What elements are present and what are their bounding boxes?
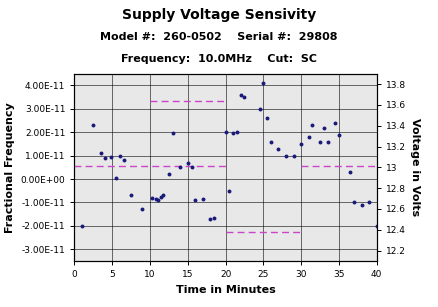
Point: [157, 194, 164, 199]
Point: [373, 223, 380, 228]
Point: [127, 193, 134, 198]
Point: [101, 156, 108, 161]
Point: [233, 130, 240, 135]
Point: [298, 142, 305, 146]
Point: [237, 92, 244, 97]
Point: [309, 123, 316, 128]
Point: [256, 106, 263, 111]
Point: [117, 153, 124, 158]
Point: [264, 116, 271, 121]
Point: [317, 139, 324, 144]
Point: [177, 165, 184, 170]
Point: [283, 153, 290, 158]
Text: Model #:  260-0502    Serial #:  29808: Model #: 260-0502 Serial #: 29808: [100, 32, 338, 42]
Point: [90, 123, 97, 128]
Point: [320, 125, 327, 130]
Point: [358, 202, 365, 207]
Y-axis label: Fractional Frequency: Fractional Frequency: [5, 102, 15, 233]
Point: [230, 131, 237, 136]
Point: [207, 216, 214, 221]
Point: [188, 165, 195, 170]
Point: [199, 196, 206, 201]
Point: [107, 154, 114, 159]
Point: [159, 193, 166, 198]
Point: [260, 81, 267, 86]
Point: [275, 146, 282, 151]
Point: [113, 175, 120, 180]
Point: [184, 160, 191, 165]
Text: Frequency:  10.0MHz    Cut:  SC: Frequency: 10.0MHz Cut: SC: [121, 54, 317, 64]
Point: [347, 169, 354, 174]
Point: [169, 131, 176, 136]
Point: [152, 196, 159, 201]
Point: [350, 200, 357, 205]
Point: [226, 188, 233, 193]
Point: [290, 153, 297, 158]
Point: [336, 132, 343, 137]
Point: [267, 139, 274, 144]
Point: [305, 134, 312, 139]
Point: [332, 120, 339, 125]
Text: Supply Voltage Sensivity: Supply Voltage Sensivity: [122, 8, 316, 22]
Point: [211, 215, 218, 220]
Point: [97, 151, 104, 156]
Point: [192, 198, 199, 203]
Point: [78, 223, 85, 228]
Point: [366, 200, 373, 205]
Point: [120, 158, 127, 163]
Point: [149, 195, 156, 200]
Point: [166, 172, 173, 177]
Point: [324, 139, 331, 144]
Point: [155, 198, 162, 203]
X-axis label: Time in Minutes: Time in Minutes: [176, 285, 276, 294]
Point: [139, 207, 146, 212]
Point: [241, 95, 248, 99]
Point: [222, 130, 229, 135]
Y-axis label: Voltage in Volts: Voltage in Volts: [410, 118, 420, 216]
